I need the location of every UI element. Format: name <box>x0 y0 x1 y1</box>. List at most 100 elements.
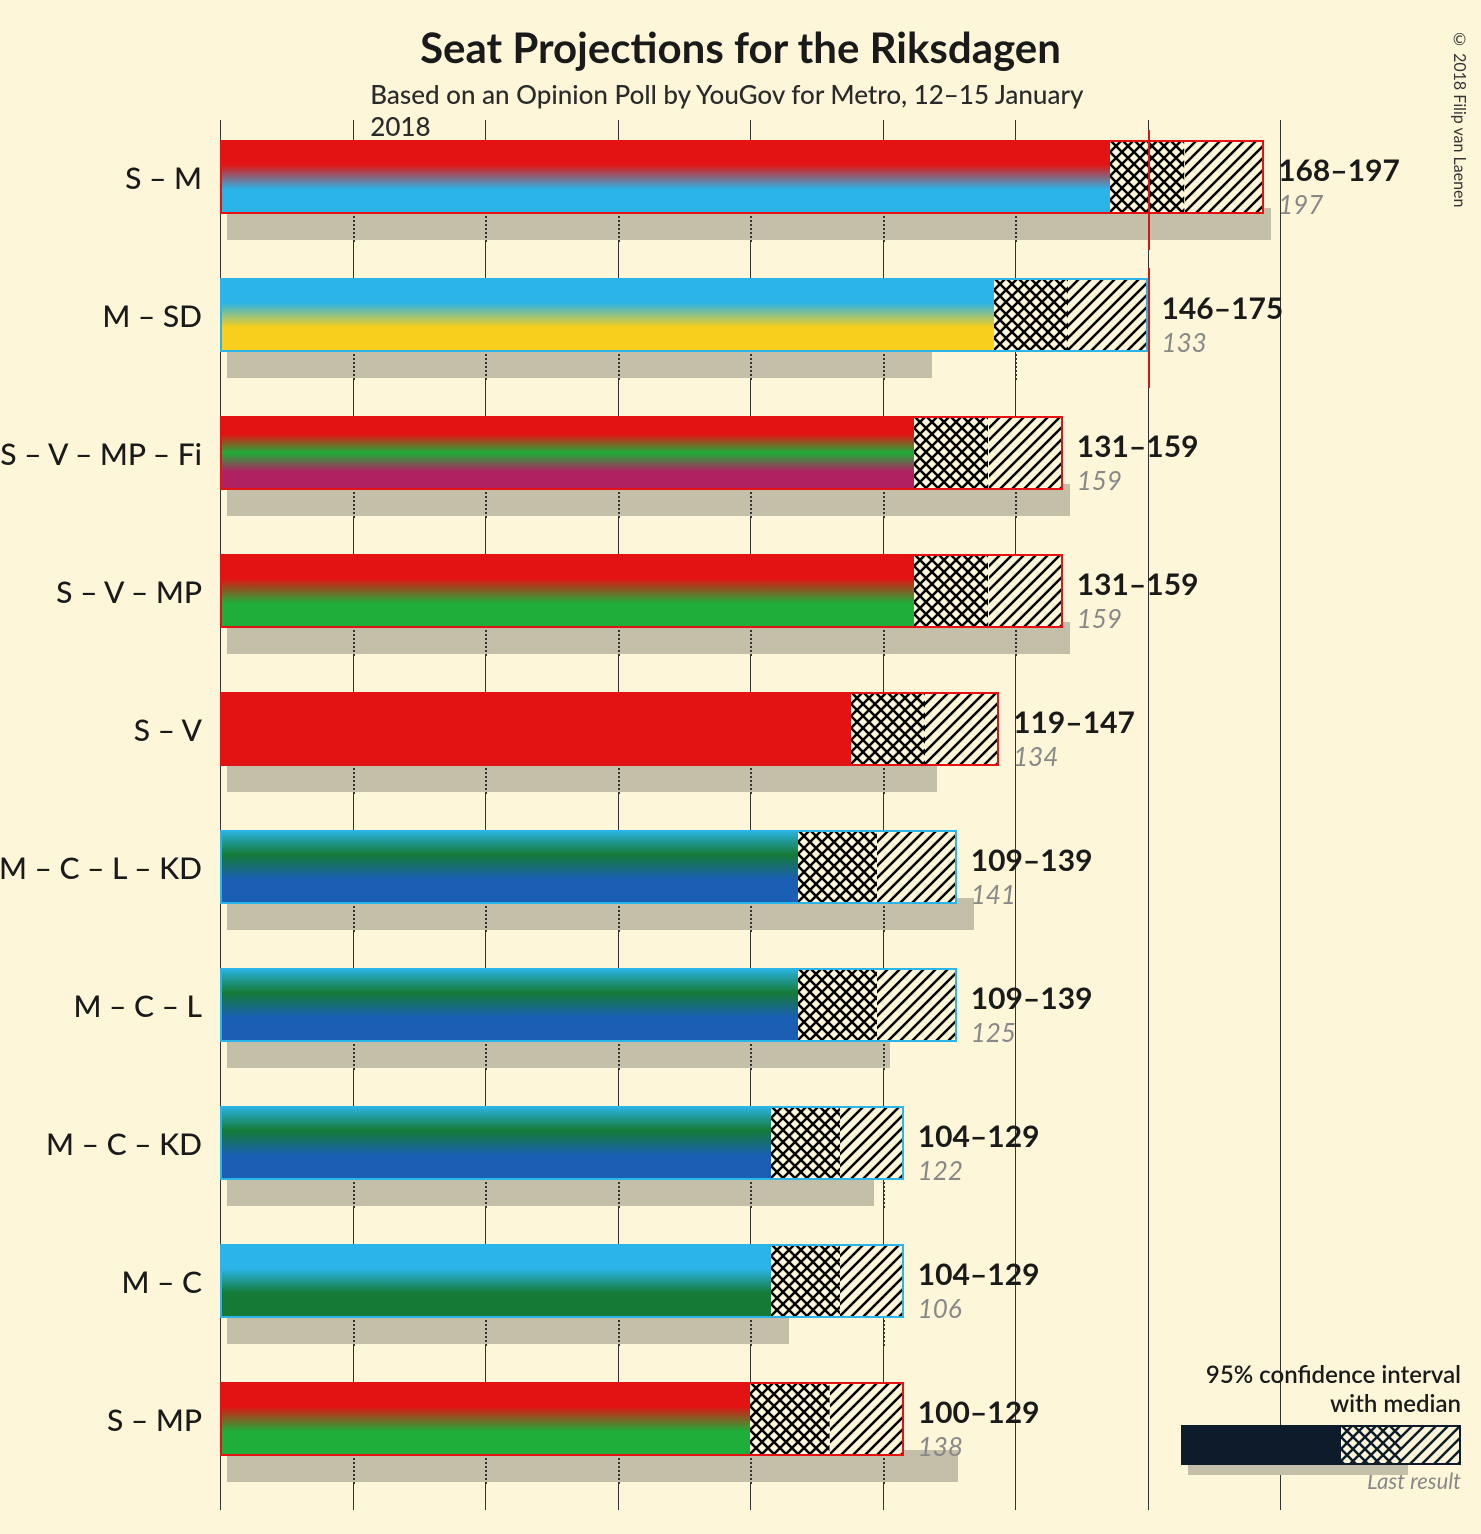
gridline-dashed <box>353 492 355 518</box>
gridline-dashed <box>353 354 355 380</box>
row-label: M – SD <box>102 298 202 334</box>
gridline-dashed <box>618 1458 620 1484</box>
projection-range: 168–197 <box>1278 152 1400 188</box>
ci-high <box>830 1382 904 1456</box>
gridline-dashed <box>353 906 355 932</box>
projection-range: 104–129 <box>918 1118 1040 1154</box>
ci-high <box>840 1244 904 1318</box>
chart-row: M – C – L – KD109–139141 <box>220 820 1280 940</box>
majority-threshold <box>1148 268 1150 388</box>
chart-row: M – SD146–175133 <box>220 268 1280 388</box>
ci-low <box>798 830 878 904</box>
gridline-dashed <box>883 492 885 518</box>
projection-bar <box>220 1382 750 1456</box>
projection-bar <box>220 416 914 490</box>
gridline-dashed <box>485 1182 487 1208</box>
projection-range: 146–175 <box>1162 290 1284 326</box>
projection-bar <box>220 1244 771 1318</box>
chart-row: S – V – MP – Fi131–159159 <box>220 406 1280 526</box>
row-label: S – V – MP – Fi <box>0 436 202 472</box>
gridline-dashed <box>750 1182 752 1208</box>
gridline-dashed <box>750 768 752 794</box>
row-label: M – C – L – KD <box>0 850 202 886</box>
ci-high <box>925 692 999 766</box>
gridline-dashed <box>485 1458 487 1484</box>
gridline-dashed <box>618 216 620 242</box>
gridline-dashed <box>1015 492 1017 518</box>
gridline-dashed <box>353 216 355 242</box>
gridline-dashed <box>750 492 752 518</box>
last-result-value: 106 <box>918 1292 962 1324</box>
gridline-dashed <box>618 906 620 932</box>
row-label: M – C – KD <box>46 1126 202 1162</box>
gridline-dashed <box>750 354 752 380</box>
row-label: S – V <box>134 712 202 748</box>
gridline-dashed <box>618 1182 620 1208</box>
chart-row: S – V119–147134 <box>220 682 1280 802</box>
gridline-dashed <box>750 216 752 242</box>
gridline-dashed <box>618 1044 620 1070</box>
projection-bar <box>220 554 914 628</box>
gridline-dashed <box>883 768 885 794</box>
gridline-dashed <box>1015 630 1017 656</box>
gridline-dashed <box>618 630 620 656</box>
last-result-value: 134 <box>1013 740 1058 772</box>
ci-high <box>877 968 957 1042</box>
chart-row: S – V – MP131–159159 <box>220 544 1280 664</box>
ci-high <box>840 1106 904 1180</box>
gridline-dashed <box>353 1044 355 1070</box>
gridline-dashed <box>618 492 620 518</box>
ci-high <box>1068 278 1148 352</box>
gridline-dashed <box>485 492 487 518</box>
legend: 95% confidence intervalwith median Last … <box>1181 1361 1461 1494</box>
gridline-dashed <box>750 630 752 656</box>
ci-high <box>989 416 1063 490</box>
gridline-dashed <box>750 1320 752 1346</box>
projection-range: 119–147 <box>1013 704 1135 740</box>
gridline-dashed <box>618 354 620 380</box>
projection-bar <box>220 278 994 352</box>
gridline-dashed <box>485 216 487 242</box>
legend-title: 95% confidence intervalwith median <box>1181 1361 1461 1419</box>
row-label: S – MP <box>107 1402 202 1438</box>
projection-bar <box>220 140 1110 214</box>
gridline-dashed <box>883 1458 885 1484</box>
gridline-dashed <box>485 1044 487 1070</box>
ci-high <box>989 554 1063 628</box>
last-result-value: 138 <box>918 1430 963 1462</box>
chart-row: S – M168–197197 <box>220 130 1280 250</box>
chart-row: M – C104–129106 <box>220 1234 1280 1354</box>
chart-area: S – M168–197197 M – SD146–175133 S – V – M… <box>220 120 1280 1510</box>
gridline-dashed <box>883 1182 885 1208</box>
gridline-dashed <box>353 1320 355 1346</box>
projection-bar <box>220 968 798 1042</box>
gridline-dashed <box>883 906 885 932</box>
projection-range: 100–129 <box>918 1394 1040 1430</box>
gridline-dashed <box>353 630 355 656</box>
majority-threshold <box>1148 130 1150 250</box>
last-result-value: 122 <box>918 1154 963 1186</box>
legend-bar <box>1181 1425 1461 1465</box>
gridline-dashed <box>353 768 355 794</box>
projection-bar <box>220 1106 771 1180</box>
last-result-value: 197 <box>1278 188 1323 220</box>
gridline-dashed <box>353 1182 355 1208</box>
projection-bar <box>220 830 798 904</box>
projection-range: 109–139 <box>971 842 1093 878</box>
gridline-dashed <box>883 216 885 242</box>
projection-range: 131–159 <box>1077 566 1199 602</box>
ci-low <box>851 692 925 766</box>
ci-low <box>798 968 878 1042</box>
projection-range: 131–159 <box>1077 428 1199 464</box>
gridline-dashed <box>750 1458 752 1484</box>
gridline-dashed <box>1015 216 1017 242</box>
chart-row: S – MP100–129138 <box>220 1372 1280 1492</box>
projection-range: 104–129 <box>918 1256 1040 1292</box>
chart-row: M – C – KD104–129122 <box>220 1096 1280 1216</box>
row-label: S – V – MP <box>56 574 202 610</box>
gridline-dashed <box>618 1320 620 1346</box>
gridline <box>1280 120 1281 1510</box>
ci-high <box>877 830 957 904</box>
last-result-value: 125 <box>971 1016 1016 1048</box>
ci-low <box>914 554 988 628</box>
